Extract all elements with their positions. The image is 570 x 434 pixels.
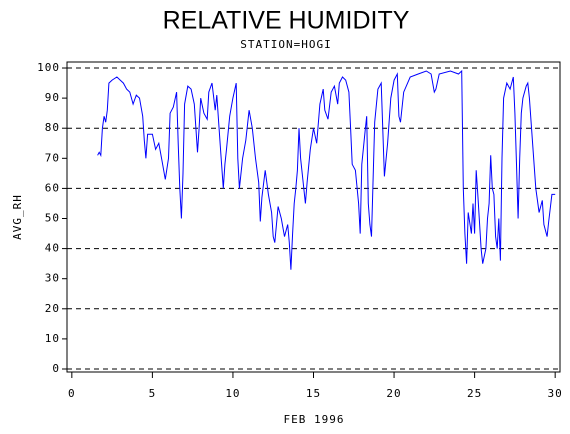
y-tick-label: 60 xyxy=(45,181,60,194)
y-tick-label: 30 xyxy=(45,272,60,285)
y-tick-label: 50 xyxy=(45,212,60,225)
data-line xyxy=(97,69,556,270)
y-tick-label: 0 xyxy=(52,362,60,375)
y-tick-label: 40 xyxy=(45,242,60,255)
x-tick-label: 0 xyxy=(68,387,76,400)
y-tick-label: 80 xyxy=(45,121,60,134)
x-tick-label: 15 xyxy=(306,387,321,400)
y-tick-label: 70 xyxy=(45,151,60,164)
x-tick-label: 30 xyxy=(548,387,563,400)
chart-subtitle: STATION=HOGI xyxy=(240,38,331,51)
y-tick-label: 10 xyxy=(45,332,60,345)
chart-title: RELATIVE HUMIDITY xyxy=(163,7,410,35)
x-tick-label: 5 xyxy=(149,387,157,400)
x-tick-label: 10 xyxy=(225,387,240,400)
y-tick-label: 20 xyxy=(45,302,60,315)
x-axis-label: FEB 1996 xyxy=(284,413,345,426)
x-tick-label: 25 xyxy=(467,387,482,400)
y-tick-label: 90 xyxy=(45,91,60,104)
y-axis-label: AVG_RH xyxy=(11,194,24,240)
y-tick-label: 100 xyxy=(37,61,60,74)
x-tick-label: 20 xyxy=(386,387,401,400)
